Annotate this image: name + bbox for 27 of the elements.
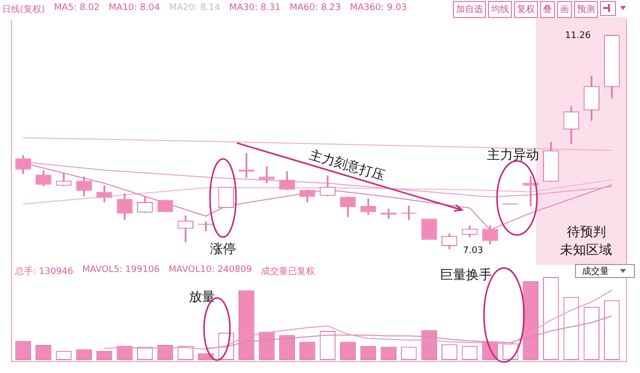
text: 总手: 130946 (15, 266, 74, 278)
text: 成交量 (575, 264, 635, 278)
text: 画 (557, 1, 572, 18)
annotation: 待预判 (567, 224, 606, 241)
text: MAVOL5: 199106 (82, 265, 160, 277)
annotation: 未知区域 (560, 242, 612, 259)
text: MA20: 8.14 (168, 3, 220, 15)
annotation: 放量 (189, 289, 215, 306)
text: 日线(复权) (2, 4, 46, 16)
annotation: 主力异动 (487, 147, 539, 164)
annotation: 巨量换手 (440, 267, 492, 284)
annotation: 涨停 (210, 241, 236, 258)
text: MAVOL10: 240809 (168, 265, 252, 277)
text: 成交量已复权 (260, 266, 315, 278)
text: MA5: 8.02 (54, 3, 100, 15)
text: 复权 (514, 1, 538, 18)
text: 加自选 (453, 1, 486, 18)
annotation: 主力刻意打压 (307, 146, 387, 185)
text: MA30: 8.31 (229, 3, 281, 15)
text: MA60: 8.23 (290, 3, 341, 15)
annotation: 11.26 (565, 31, 591, 41)
text: 预测 (574, 1, 598, 18)
text: MA10: 8.04 (108, 3, 160, 15)
text: MA360: 9.03 (350, 3, 407, 15)
text: 均线 (488, 1, 512, 18)
annotation: 7.03 (463, 246, 484, 256)
text: 叠 (540, 1, 555, 18)
